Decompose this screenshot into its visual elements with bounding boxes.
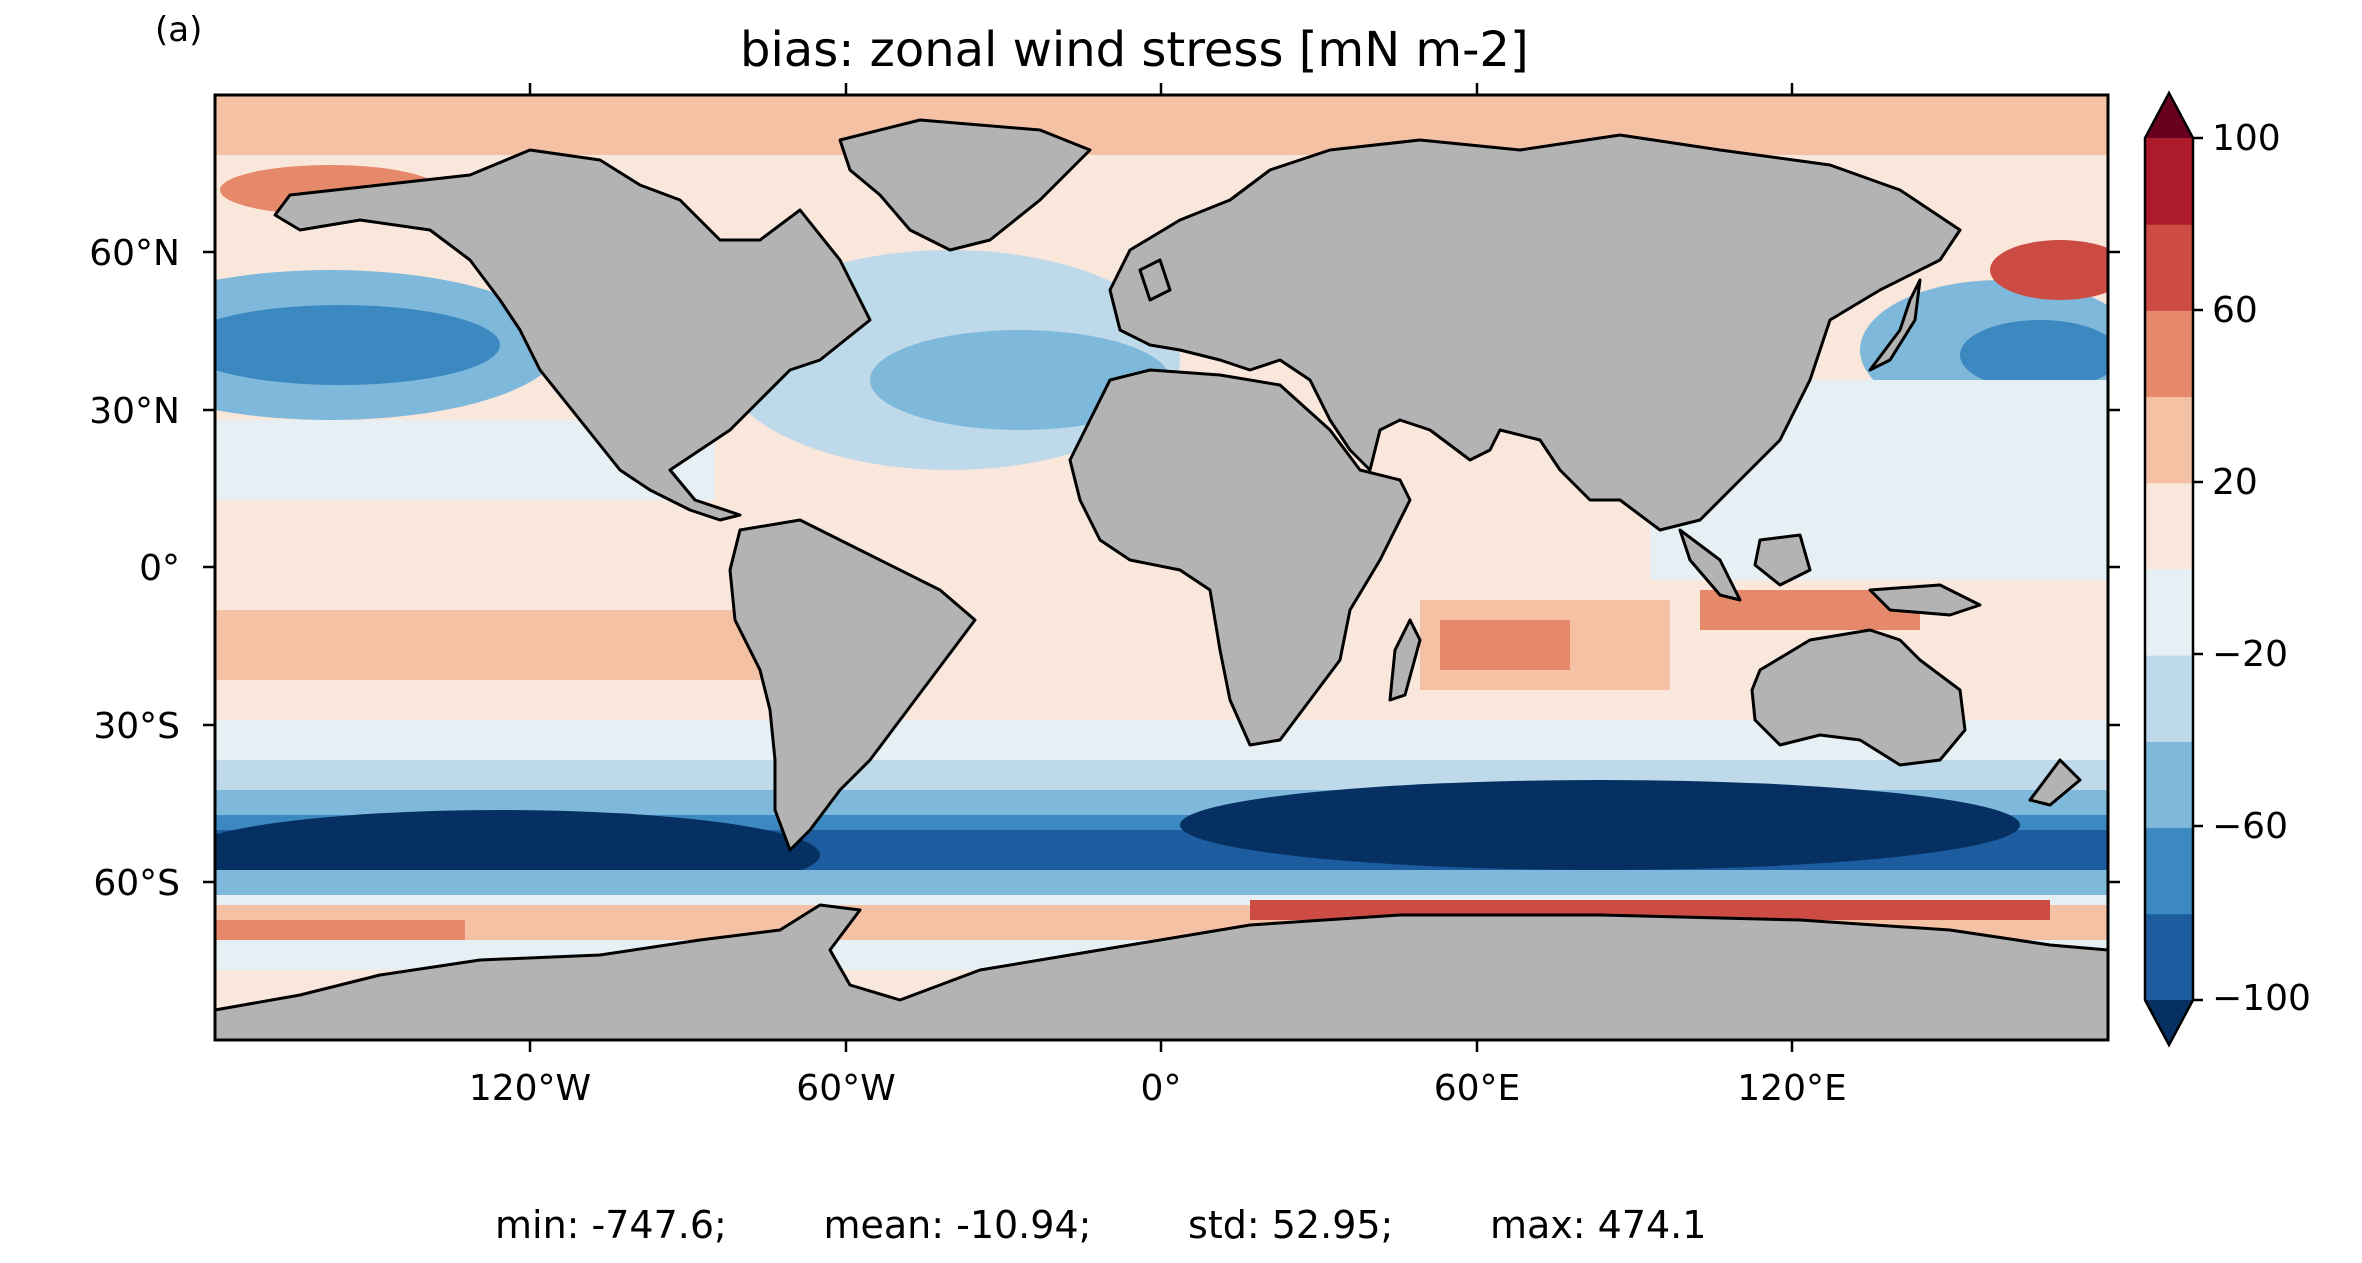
x-ticks	[528, 83, 1794, 1052]
colorbar-tick-label: 20	[2212, 462, 2258, 503]
land-greenland	[838, 118, 1092, 252]
land-south-america	[728, 518, 977, 852]
colorbar-tick-label: 100	[2212, 118, 2281, 159]
land-antarctica	[213, 903, 2110, 1042]
y-tick-label: 0°	[139, 548, 180, 589]
colorbar-segment	[2145, 741, 2193, 829]
y-tick-label: 30°N	[89, 391, 180, 432]
x-tick-label: 60°E	[1434, 1068, 1521, 1109]
colorbar-segment	[2145, 396, 2193, 484]
x-tick-label: 60°W	[796, 1068, 895, 1109]
land-japan	[1868, 278, 1922, 372]
land-masses	[213, 118, 2110, 1042]
colorbar-segment	[2145, 482, 2193, 570]
land-borneo	[1753, 533, 1812, 587]
map-title: bias: zonal wind stress [mN m-2]	[740, 22, 1529, 78]
colorbar-segment	[2145, 569, 2193, 656]
land-new-guinea	[1868, 583, 1982, 617]
y-ticks	[203, 250, 2120, 884]
summary-statistics: min: -747.6; mean: -10.94; std: 52.95; m…	[495, 1203, 1707, 1247]
x-tick-label: 120°E	[1737, 1068, 1846, 1109]
colorbar-tick-label: −100	[2212, 978, 2311, 1019]
colorbar-segment	[2145, 138, 2193, 225]
colorbar-segment	[2145, 655, 2193, 742]
colorbar-tick-label: −20	[2212, 634, 2288, 675]
y-tick-label: 30°S	[93, 706, 180, 747]
colorbar-tick-label: 60	[2212, 290, 2258, 331]
land-australia	[1750, 628, 1967, 767]
land-new-zealand	[2028, 758, 2082, 807]
land-uk	[1138, 258, 1172, 302]
land-north-america	[273, 148, 872, 522]
y-tick-labels: 60°N 30°N 0° 30°S 60°S	[89, 233, 180, 904]
land-africa	[1068, 368, 1412, 747]
land-sumatra	[1678, 528, 1742, 602]
colorbar-extend-max	[2145, 93, 2193, 138]
colorbar-extend-min	[2145, 1000, 2193, 1045]
panel-label: (a)	[155, 10, 203, 50]
land-madagascar	[1388, 618, 1422, 702]
colorbar-segment	[2145, 913, 2193, 1001]
colorbar-tick-labels: 100 60 20 −20 −60 −100	[2212, 118, 2311, 1019]
y-tick-label: 60°N	[89, 233, 180, 274]
x-tick-label: 120°W	[469, 1068, 591, 1109]
colorbar-segment	[2145, 224, 2193, 311]
colorbar-segment	[2145, 310, 2193, 398]
colorbar-segment	[2145, 827, 2193, 915]
land-eurasia	[1108, 133, 1962, 532]
y-tick-label: 60°S	[93, 863, 180, 904]
colorbar-tick-label: −60	[2212, 806, 2288, 847]
x-tick-labels: 120°W 60°W 0° 60°E 120°E	[469, 1068, 1847, 1109]
colorbar	[2143, 90, 2203, 1048]
x-tick-label: 0°	[1141, 1068, 1182, 1109]
